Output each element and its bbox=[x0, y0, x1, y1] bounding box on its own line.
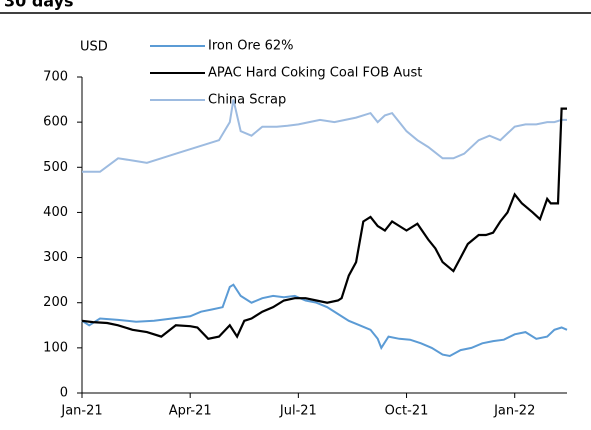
legend-label: Iron Ore 62% bbox=[208, 39, 294, 54]
y-tick-label: 100 bbox=[43, 340, 68, 355]
x-tick-label: Jan-21 bbox=[60, 404, 102, 419]
y-tick-label: 400 bbox=[43, 205, 68, 220]
series-line bbox=[82, 99, 567, 173]
y-tick-label: 500 bbox=[43, 160, 68, 175]
x-tick-label: Jul-21 bbox=[279, 404, 317, 419]
y-axis-label: USD bbox=[80, 40, 108, 55]
x-tick-label: Oct-21 bbox=[385, 404, 429, 419]
y-tick-label: 0 bbox=[60, 386, 68, 401]
series-line bbox=[81, 283, 568, 358]
x-tick-label: Jan-22 bbox=[493, 404, 535, 419]
y-tick-label: 600 bbox=[43, 115, 68, 130]
x-tick-label: Apr-21 bbox=[169, 404, 212, 419]
y-tick-label: 200 bbox=[43, 295, 68, 310]
legend-label: APAC Hard Coking Coal FOB Aust bbox=[208, 66, 422, 81]
series-line bbox=[81, 107, 567, 340]
chart-title: 30 days bbox=[4, 0, 74, 11]
legend-label: China Scrap bbox=[208, 93, 286, 108]
y-tick-label: 700 bbox=[43, 70, 68, 85]
y-tick-label: 300 bbox=[43, 250, 68, 265]
